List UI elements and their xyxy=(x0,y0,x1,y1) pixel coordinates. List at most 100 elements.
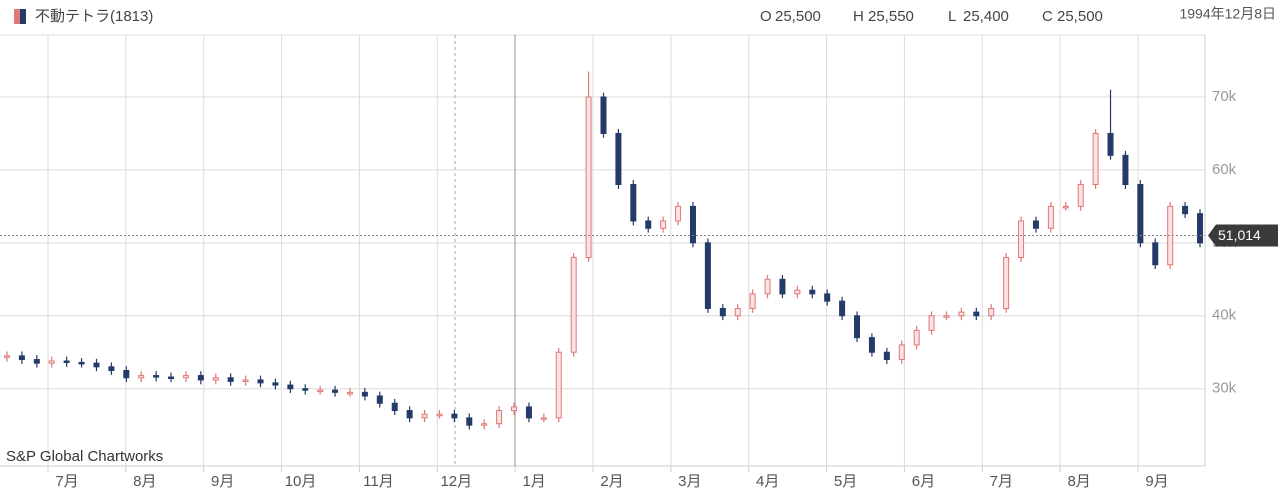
candle-body xyxy=(78,361,85,365)
candle-body xyxy=(1137,184,1144,244)
candle-body xyxy=(406,410,413,419)
x-tick-label: 9月 xyxy=(211,473,234,490)
x-tick-label: 5月 xyxy=(834,473,857,490)
x-tick-label: 9月 xyxy=(1145,473,1168,490)
candle-body xyxy=(525,406,532,419)
candle-body xyxy=(18,355,25,361)
candle-body xyxy=(361,391,368,397)
candle-body xyxy=(570,256,577,353)
candle-body xyxy=(63,360,70,363)
candle-body xyxy=(660,220,667,229)
candle-body xyxy=(242,379,249,382)
candle-body xyxy=(943,315,950,318)
candle-body xyxy=(630,184,637,222)
candle-body xyxy=(123,369,130,379)
candle-body xyxy=(1032,220,1039,229)
candle-body xyxy=(332,389,339,393)
candle-body xyxy=(1003,256,1010,309)
x-tick-label: 11月 xyxy=(363,473,394,490)
candle-body xyxy=(898,344,905,361)
candle-body xyxy=(854,315,861,339)
y-tick-label: 60k xyxy=(1212,161,1237,178)
price-tag-label: 51,014 xyxy=(1218,227,1261,243)
candle-body xyxy=(958,311,965,317)
candle-body xyxy=(540,417,547,420)
x-tick-label: 8月 xyxy=(1067,473,1090,490)
ohlc-name: C xyxy=(1042,8,1053,25)
candle-body xyxy=(734,307,741,317)
candle-body xyxy=(600,96,607,134)
x-tick-label: 4月 xyxy=(756,473,779,490)
y-tick-label: 40k xyxy=(1212,307,1237,324)
ohlc-header: O 25,500 H 25,550 L 25,400 C 25,500 xyxy=(760,8,1103,25)
ohlc-value: 25,400 xyxy=(963,8,1009,25)
candle-body xyxy=(809,289,816,295)
candle-body xyxy=(168,376,175,380)
x-tick-label: 10月 xyxy=(285,473,317,490)
candle-body xyxy=(33,359,40,364)
candle-body xyxy=(585,96,592,258)
candle-body xyxy=(1152,242,1159,266)
candle-body xyxy=(1182,205,1189,215)
candle-body xyxy=(794,289,801,295)
candle-body xyxy=(93,362,100,368)
candle-body xyxy=(182,375,189,379)
candle-body xyxy=(108,366,115,371)
candle-body xyxy=(346,391,353,395)
candle-body xyxy=(675,205,682,222)
overlay: 51,014 xyxy=(0,224,1278,247)
candle-body xyxy=(212,377,219,381)
x-tick-label: 7月 xyxy=(55,473,78,490)
candle-body xyxy=(779,278,786,295)
candle-body xyxy=(153,375,160,378)
x-tick-label: 8月 xyxy=(133,473,156,490)
candle-body xyxy=(1107,132,1114,156)
candle-body xyxy=(645,220,652,229)
candle-body xyxy=(317,389,324,393)
legend-swatch-down xyxy=(20,9,26,24)
x-tick-label: 2月 xyxy=(600,473,623,490)
candle-body xyxy=(421,413,428,419)
candle-body xyxy=(1047,205,1054,229)
candle-body xyxy=(973,311,980,317)
ohlc-value: 25,500 xyxy=(1057,8,1103,25)
candle-body xyxy=(824,293,831,302)
candle-body xyxy=(1062,205,1069,209)
ohlc-value: 25,500 xyxy=(775,8,821,25)
ohlc-name: L xyxy=(948,8,956,25)
candles xyxy=(4,71,1203,430)
candle-body xyxy=(227,377,234,382)
price-tag xyxy=(1208,224,1278,247)
candle-body xyxy=(391,402,398,412)
y-tick-label: 30k xyxy=(1212,380,1237,397)
candle-body xyxy=(764,278,771,295)
ohlc-name: O xyxy=(760,8,772,25)
ohlc-value: 25,550 xyxy=(868,8,914,25)
candle-body xyxy=(988,307,995,317)
candle-body xyxy=(48,360,55,364)
candle-body xyxy=(451,413,458,419)
candle-body xyxy=(928,315,935,331)
candle-body xyxy=(719,307,726,317)
candle-body xyxy=(868,337,875,353)
x-tick-label: 3月 xyxy=(678,473,701,490)
candle-body xyxy=(913,329,920,346)
grid: 30k40k50k60k70k7月8月9月10月11月12月1月2月3月4月5月… xyxy=(0,35,1237,490)
chart-title: 不動テトラ(1813) xyxy=(35,8,153,25)
candle-body xyxy=(839,300,846,317)
candle-body xyxy=(555,351,562,419)
candle-body xyxy=(1077,184,1084,207)
candle-body xyxy=(511,406,518,412)
legend-swatch-up xyxy=(14,9,20,24)
candle-body xyxy=(436,413,443,417)
candle-body xyxy=(883,351,890,361)
candle-body xyxy=(615,132,622,186)
candle-body xyxy=(138,375,145,379)
x-tick-label: 12月 xyxy=(440,473,472,490)
ohlc-name: H xyxy=(853,8,864,25)
date: 1994年12月8日 xyxy=(1179,6,1276,22)
candle-body xyxy=(4,355,10,358)
candle-body xyxy=(197,375,204,381)
candle-body xyxy=(302,388,309,391)
